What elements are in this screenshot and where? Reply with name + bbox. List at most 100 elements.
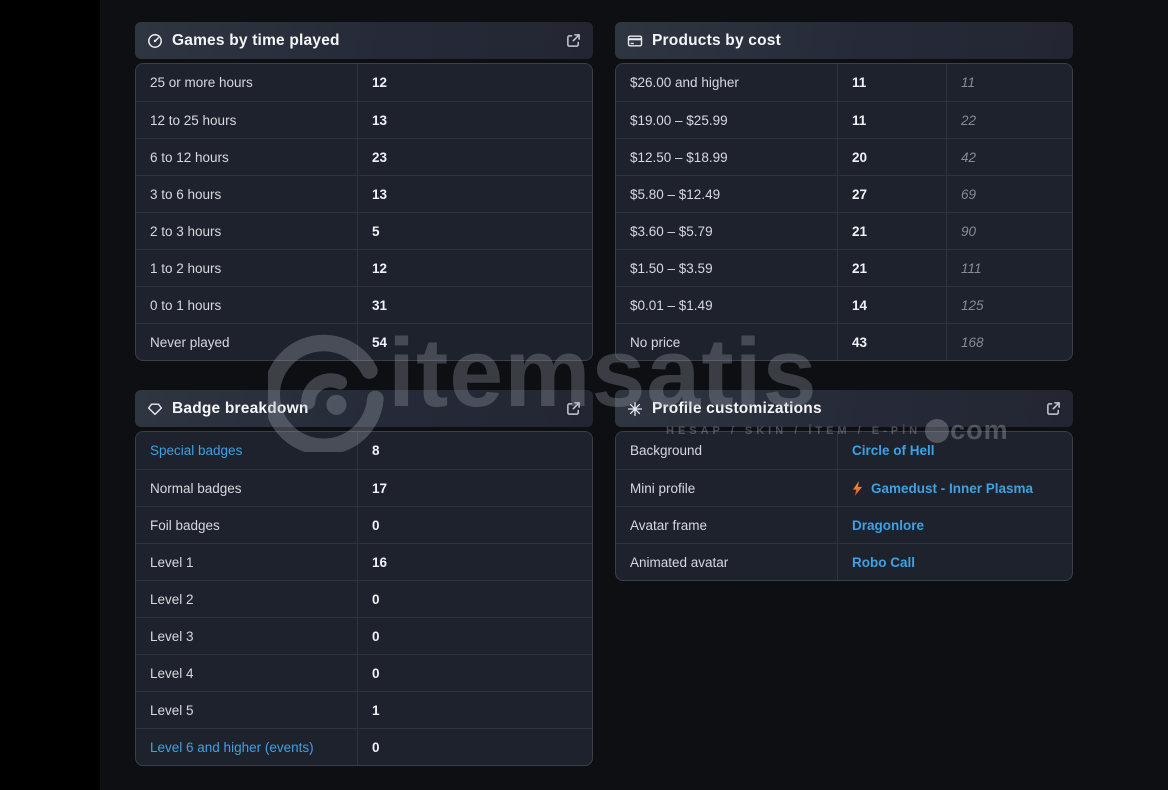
- row-label: 3 to 6 hours: [150, 186, 222, 202]
- row-value: 17: [357, 470, 592, 506]
- table-row: 25 or more hours 12: [136, 64, 592, 101]
- row-value: 5: [357, 213, 592, 249]
- row-count: 43: [837, 324, 946, 360]
- panel-title: Games by time played: [172, 31, 340, 49]
- row-label: $5.80 – $12.49: [630, 186, 721, 202]
- row-label: Level 1: [150, 554, 194, 570]
- row-label: 25 or more hours: [150, 75, 253, 90]
- row-value: 31: [357, 287, 592, 323]
- row-label: 12 to 25 hours: [150, 112, 237, 128]
- row-label: 0 to 1 hours: [150, 297, 222, 313]
- row-value: 0: [357, 581, 592, 617]
- lightning-bolt-icon: [852, 480, 863, 496]
- table-row: Level 4 0: [136, 654, 592, 691]
- games-table: 25 or more hours 12 12 to 25 hours 13 6 …: [135, 63, 593, 361]
- gauge-icon: [147, 33, 163, 49]
- row-cumulative-count: 125: [946, 287, 1072, 323]
- row-cumulative-count: 42: [946, 139, 1072, 175]
- row-cumulative-count: 111: [946, 250, 1072, 286]
- row-label: Level 2: [150, 591, 194, 607]
- table-row: Never played 54: [136, 323, 592, 360]
- row-cumulative-count: 22: [946, 102, 1072, 138]
- table-row: 12 to 25 hours 13: [136, 101, 592, 138]
- row-value: 12: [357, 64, 592, 101]
- page-content: Games by time played 25 or more hours 12…: [100, 0, 1168, 790]
- row-value: 0: [357, 618, 592, 654]
- row-label: 2 to 3 hours: [150, 223, 222, 239]
- row-label[interactable]: Special badges: [150, 443, 243, 458]
- row-value: 0: [357, 655, 592, 691]
- table-row: Level 5 1: [136, 691, 592, 728]
- row-value: 13: [357, 102, 592, 138]
- table-row: $12.50 – $18.99 20 42: [616, 138, 1072, 175]
- panel-badges-header: Badge breakdown: [135, 390, 593, 427]
- row-label: Level 5: [150, 702, 194, 718]
- row-label: 6 to 12 hours: [150, 149, 229, 165]
- table-row: $26.00 and higher 11 11: [616, 64, 1072, 101]
- table-row: Level 3 0: [136, 617, 592, 654]
- table-row: $19.00 – $25.99 11 22: [616, 101, 1072, 138]
- table-row: Normal badges 17: [136, 469, 592, 506]
- table-row: 3 to 6 hours 13: [136, 175, 592, 212]
- row-label: Level 3: [150, 628, 194, 644]
- row-cumulative-count: 69: [946, 176, 1072, 212]
- row-value-link[interactable]: Circle of Hell: [852, 443, 935, 458]
- row-label[interactable]: Level 6 and higher (events): [150, 739, 314, 755]
- row-value-link[interactable]: Robo Call: [852, 554, 915, 570]
- table-row: Special badges 8: [136, 432, 592, 469]
- gem-icon: [147, 401, 163, 417]
- row-value-cell: Robo Call: [837, 544, 1072, 580]
- panel-products: Products by cost $26.00 and higher 11 11…: [615, 22, 1073, 361]
- row-label: $1.50 – $3.59: [630, 260, 713, 276]
- row-value-link[interactable]: Gamedust - Inner Plasma: [871, 480, 1034, 496]
- row-value: 13: [357, 176, 592, 212]
- panel-title: Products by cost: [652, 31, 781, 49]
- row-cumulative-count: 90: [946, 213, 1072, 249]
- profile-table: Background Circle of Hell Mini profile G…: [615, 431, 1073, 581]
- table-row: 1 to 2 hours 12: [136, 249, 592, 286]
- external-link-icon[interactable]: [566, 401, 581, 416]
- row-value: 23: [357, 139, 592, 175]
- panel-products-header: Products by cost: [615, 22, 1073, 59]
- table-row: $3.60 – $5.79 21 90: [616, 212, 1072, 249]
- row-cumulative-count: 11: [946, 64, 1072, 101]
- row-count: 11: [837, 102, 946, 138]
- row-count: 27: [837, 176, 946, 212]
- table-row: Level 2 0: [136, 580, 592, 617]
- panel-profile: Profile customizations Background Circle…: [615, 390, 1073, 581]
- panel-title: Badge breakdown: [172, 399, 309, 417]
- row-label: $0.01 – $1.49: [630, 297, 713, 313]
- table-row: Avatar frame Dragonlore: [616, 506, 1072, 543]
- products-table: $26.00 and higher 11 11 $19.00 – $25.99 …: [615, 63, 1073, 361]
- row-value: 54: [357, 324, 592, 360]
- table-row: 2 to 3 hours 5: [136, 212, 592, 249]
- row-value-cell: Gamedust - Inner Plasma: [837, 470, 1072, 506]
- row-count: 21: [837, 213, 946, 249]
- row-label: Background: [630, 443, 703, 458]
- row-value: 0: [357, 729, 592, 765]
- table-row: Mini profile Gamedust - Inner Plasma: [616, 469, 1072, 506]
- table-row: Foil badges 0: [136, 506, 592, 543]
- row-label: 1 to 2 hours: [150, 260, 222, 276]
- row-count: 20: [837, 139, 946, 175]
- row-label: Foil badges: [150, 517, 220, 533]
- row-label: Never played: [150, 334, 230, 350]
- table-row: 6 to 12 hours 23: [136, 138, 592, 175]
- row-label: Level 4: [150, 665, 194, 681]
- badges-table: Special badges 8 Normal badges 17 Foil b…: [135, 431, 593, 766]
- row-label: Animated avatar: [630, 554, 729, 570]
- row-value: 1: [357, 692, 592, 728]
- table-row: $0.01 – $1.49 14 125: [616, 286, 1072, 323]
- panel-games: Games by time played 25 or more hours 12…: [135, 22, 593, 361]
- external-link-icon[interactable]: [566, 33, 581, 48]
- row-value-cell: Circle of Hell: [837, 432, 1072, 469]
- row-value-link[interactable]: Dragonlore: [852, 517, 925, 533]
- row-count: 21: [837, 250, 946, 286]
- sparkles-icon: [627, 401, 643, 417]
- row-cumulative-count: 168: [946, 324, 1072, 360]
- table-row: No price 43 168: [616, 323, 1072, 360]
- external-link-icon[interactable]: [1046, 401, 1061, 416]
- row-label: $12.50 – $18.99: [630, 149, 728, 165]
- table-row: 0 to 1 hours 31: [136, 286, 592, 323]
- row-count: 11: [837, 64, 946, 101]
